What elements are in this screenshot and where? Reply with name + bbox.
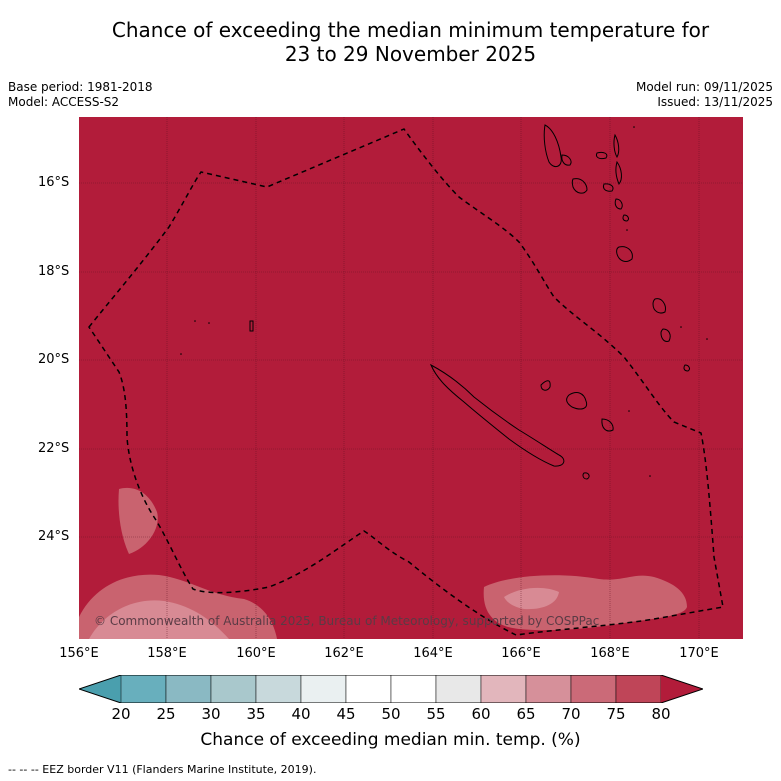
title-line-1: Chance of exceeding the median minimum t… <box>111 18 710 42</box>
eez-footnote: -- -- -- EEZ border V11 (Flanders Marine… <box>8 763 317 776</box>
colorbar-tick-80: 80 <box>651 705 671 723</box>
colorbar-segment-65-70 <box>525 675 572 703</box>
colorbar-segment-35-40 <box>255 675 302 703</box>
isle-of-pines <box>582 472 590 480</box>
zone-70-75-west <box>118 487 158 554</box>
lon-label-166e: 166°E <box>501 646 541 661</box>
colorbar-tick-40: 40 <box>291 705 311 723</box>
colorbar-segment-75-80 <box>615 675 662 703</box>
colorbar-segment-55-60 <box>435 675 482 703</box>
colorbar-tick-20: 20 <box>111 705 131 723</box>
colorbar-tick-25: 25 <box>156 705 176 723</box>
map-panel: © Commonwealth of Australia 2025, Bureau… <box>79 117 743 639</box>
vanuatu-ambrym <box>603 183 614 192</box>
meta-right: Model run: 09/11/2025 Issued: 13/11/2025 <box>636 80 773 110</box>
vanuatu-malo <box>561 154 572 166</box>
colorbar-tick-60: 60 <box>471 705 491 723</box>
base-period: Base period: 1981-2018 <box>8 80 153 94</box>
meta-left: Base period: 1981-2018 Model: ACCESS-S2 <box>8 80 153 110</box>
zone-65-70-south-west <box>89 600 229 639</box>
colorbar-tick-65: 65 <box>516 705 536 723</box>
lon-label-160e: 160°E <box>236 646 276 661</box>
vanuatu-erromango <box>652 298 666 314</box>
colorbar-tick-45: 45 <box>336 705 356 723</box>
lat-label-16s: 16°S <box>38 175 70 190</box>
new-caledonia <box>429 363 565 467</box>
lon-label-158e: 158°E <box>147 646 187 661</box>
vanuatu-espiritu-santo <box>543 124 562 168</box>
vanuatu-tanna <box>660 328 671 342</box>
copyright-notice: © Commonwealth of Australia 2025, Bureau… <box>94 614 600 628</box>
lat-label-18s: 18°S <box>38 264 70 279</box>
loyalty-island-2 <box>566 392 588 410</box>
zone-65-70-south-east <box>504 587 559 610</box>
colorbar-tick-35: 35 <box>246 705 266 723</box>
loyalty-island-3 <box>601 418 614 432</box>
vanuatu-efate <box>616 246 633 262</box>
colorbar-segment-60-65 <box>480 675 527 703</box>
colorbar-segment-40-45 <box>300 675 347 703</box>
lon-label-162e: 162°E <box>324 646 364 661</box>
lon-label-168e: 168°E <box>590 646 630 661</box>
lon-label-164e: 164°E <box>413 646 453 661</box>
vanuatu-epi <box>614 198 623 210</box>
eez-border <box>88 128 724 636</box>
lat-label-22s: 22°S <box>38 441 70 456</box>
colorbar-label: Chance of exceeding median min. temp. (%… <box>200 730 581 750</box>
colorbar-tick-30: 30 <box>201 705 221 723</box>
vanuatu-maewo <box>613 133 620 158</box>
lon-label-170e: 170°E <box>679 646 719 661</box>
colorbar-extend-high <box>661 675 703 703</box>
islands <box>249 124 690 480</box>
map-title: Chance of exceeding the median minimum t… <box>0 18 781 66</box>
colorbar-segment-45-50 <box>345 675 392 703</box>
colorbar-segment-20-25 <box>120 675 167 703</box>
vanuatu-malekula <box>571 178 588 194</box>
vanuatu-shepherd <box>622 214 629 222</box>
small-islets <box>180 126 708 477</box>
colorbar-segment-70-75 <box>570 675 617 703</box>
colorbar-segment-50-55 <box>390 675 437 703</box>
loyalty-island-1 <box>540 380 551 391</box>
model-run: Model run: 09/11/2025 <box>635 80 773 94</box>
colorbar-tick-70: 70 <box>561 705 581 723</box>
vanuatu-ambae <box>596 151 608 160</box>
colorbar-tick-75: 75 <box>606 705 626 723</box>
colorbar-tick-55: 55 <box>426 705 446 723</box>
lat-label-24s: 24°S <box>38 529 70 544</box>
vanuatu-pentecost <box>615 160 622 185</box>
graticule <box>79 117 743 639</box>
vanuatu-aneityum <box>683 364 690 372</box>
colorbar-segments <box>79 675 703 703</box>
issued-date: Issued: 13/11/2025 <box>657 95 773 109</box>
model-name: Model: ACCESS-S2 <box>8 95 120 109</box>
lat-label-20s: 20°S <box>38 352 70 367</box>
colorbar-segment-30-35 <box>210 675 257 703</box>
title-line-2: 23 to 29 November 2025 <box>284 42 537 66</box>
colorbar-extend-low <box>79 675 121 703</box>
colorbar-segment-25-30 <box>165 675 212 703</box>
matthew-island <box>249 320 254 332</box>
colorbar <box>79 675 703 703</box>
map-graphic <box>79 117 743 639</box>
lon-label-156e: 156°E <box>59 646 99 661</box>
colorbar-tick-50: 50 <box>381 705 401 723</box>
